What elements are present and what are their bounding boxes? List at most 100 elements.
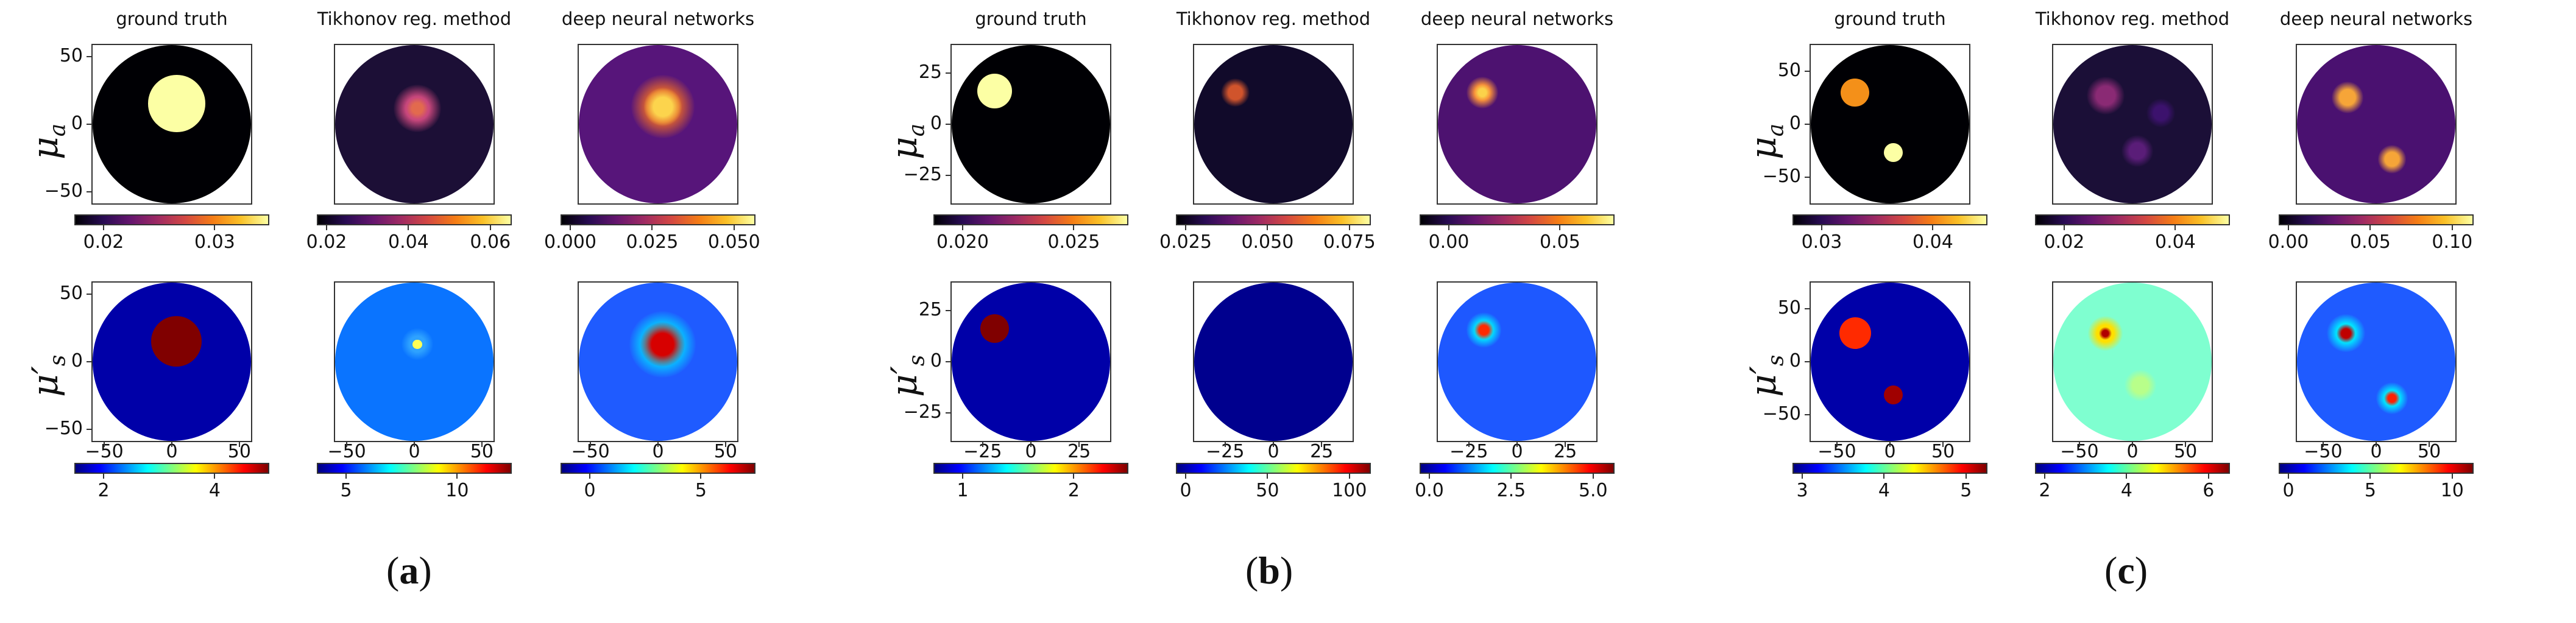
colorbar-tick-label: 0.020 [936, 231, 989, 253]
inclusion [2099, 326, 2112, 340]
x-tick-mark [724, 442, 726, 447]
x-tick-label: 0 [1884, 441, 1896, 462]
y-tick-mark [1805, 177, 1810, 178]
x-tick-mark [1516, 442, 1518, 447]
x-tick-mark [2185, 442, 2187, 447]
y-tick-label: −50 [44, 417, 83, 439]
y-tick-mark [1805, 70, 1810, 72]
column-title: ground truth [116, 9, 228, 29]
x-tick-mark [1836, 442, 1838, 447]
y-tick-label: 0 [930, 113, 942, 134]
colorbar-tick-label: 2 [2039, 480, 2051, 501]
inclusion [2146, 99, 2176, 128]
colorbar-tick-label: 0.00 [1428, 231, 1470, 253]
inclusion [2086, 77, 2125, 115]
colorbar-tick-label: 0.025 [1047, 231, 1100, 253]
y-tick-mark [1805, 361, 1810, 362]
y-tick-mark [1805, 124, 1810, 125]
colorbar-tick-mark [2451, 225, 2453, 230]
colorbar-tick-label: 5 [695, 480, 707, 501]
colorbar-tick-label: 0.025 [626, 231, 679, 253]
colorbar-tick-mark [345, 474, 347, 479]
colorbar-tick-mark [489, 225, 491, 230]
x-tick-label: 0 [166, 441, 178, 462]
image-axes [2296, 44, 2457, 205]
x-tick-mark [1273, 442, 1274, 447]
colorbar-tick-label: 50 [1256, 480, 1279, 501]
colorbar-tick-mark [456, 474, 458, 479]
y-tick-label: 50 [59, 283, 83, 304]
inclusion [640, 322, 685, 367]
colorbar-tick-label: 0 [584, 480, 596, 501]
image-axes [1437, 44, 1598, 205]
x-tick-mark [657, 442, 659, 447]
colorbar-tick-mark [1073, 225, 1075, 230]
y-tick-mark [87, 191, 91, 192]
colorbar-tick-mark [700, 474, 702, 479]
inclusion [412, 339, 422, 350]
y-tick-label: −25 [903, 401, 942, 423]
colorbar-tick-label: 0.000 [544, 231, 596, 253]
colorbar-tick-mark [651, 225, 653, 230]
panel-label: (c) [2104, 549, 2148, 592]
colorbar-tick-mark [103, 225, 104, 230]
colorbar-tick-label: 2 [1067, 480, 1080, 501]
image-axes [1810, 281, 1970, 442]
x-tick-mark [1078, 442, 1080, 447]
colorbar-tick-mark [733, 225, 735, 230]
colorbar-tick-label: 0 [1180, 480, 1192, 501]
colorbar-tick-label: 0.06 [470, 231, 511, 253]
image-axes [578, 281, 738, 442]
x-tick-mark [1565, 442, 1566, 447]
x-tick-label: 0 [652, 441, 664, 462]
inclusion [1474, 320, 1493, 340]
colorbar-tick-label: 5 [1960, 480, 1972, 501]
colorbar-tick-label: 5 [2364, 480, 2376, 501]
colorbar [317, 463, 512, 474]
panel-a: ground truth Tikhonov reg. method deep neu… [0, 0, 858, 623]
image-axes [91, 44, 252, 205]
reconstruction-disk [952, 45, 1110, 203]
reconstruction-disk [2053, 45, 2212, 203]
y-tick-label: 25 [918, 298, 942, 320]
x-tick-label: 0 [1267, 441, 1279, 462]
inclusion [2337, 323, 2356, 343]
colorbar-tick-mark [570, 225, 571, 230]
x-tick-mark [1321, 442, 1323, 447]
colorbar [74, 214, 269, 225]
image-axes [950, 44, 1111, 205]
x-tick-mark [238, 442, 240, 447]
colorbar-tick-mark [214, 474, 216, 479]
x-tick-mark [1889, 442, 1891, 447]
x-tick-label: 0 [1511, 441, 1523, 462]
image-axes [91, 281, 252, 442]
panel-c: ground truth Tikhonov reg. method deep neu… [1718, 0, 2576, 623]
colorbar-tick-label: 0.05 [1539, 231, 1580, 253]
colorbar [1176, 463, 1371, 474]
x-tick-mark [104, 442, 105, 447]
colorbar-tick-mark [2207, 474, 2209, 479]
inclusion [151, 315, 202, 367]
colorbar-tick-mark [1185, 225, 1186, 230]
colorbar-tick-mark [2064, 225, 2065, 230]
colorbar [1420, 463, 1615, 474]
image-axes [334, 44, 495, 205]
reconstruction-disk [335, 283, 494, 441]
colorbar-tick-label: 6 [2203, 480, 2215, 501]
colorbar-tick-label: 3 [1796, 480, 1808, 501]
colorbar-tick-mark [1267, 225, 1269, 230]
colorbar-tick-label: 4 [1878, 480, 1890, 501]
y-tick-label: 0 [71, 350, 83, 371]
colorbar-tick-label: 0.04 [387, 231, 429, 253]
colorbar-tick-mark [2126, 474, 2128, 479]
colorbar-tick-label: 0.10 [2432, 231, 2473, 253]
colorbar [2279, 214, 2474, 225]
x-tick-mark [346, 442, 348, 447]
x-tick-mark [481, 442, 483, 447]
x-tick-mark [414, 442, 415, 447]
colorbar-tick-label: 0.02 [83, 231, 124, 253]
y-tick-label: −50 [1762, 166, 1801, 188]
column-title: Tikhonov reg. method [317, 9, 512, 29]
colorbar-tick-mark [1267, 474, 1269, 479]
colorbar-tick-label: 0.00 [2268, 231, 2309, 253]
